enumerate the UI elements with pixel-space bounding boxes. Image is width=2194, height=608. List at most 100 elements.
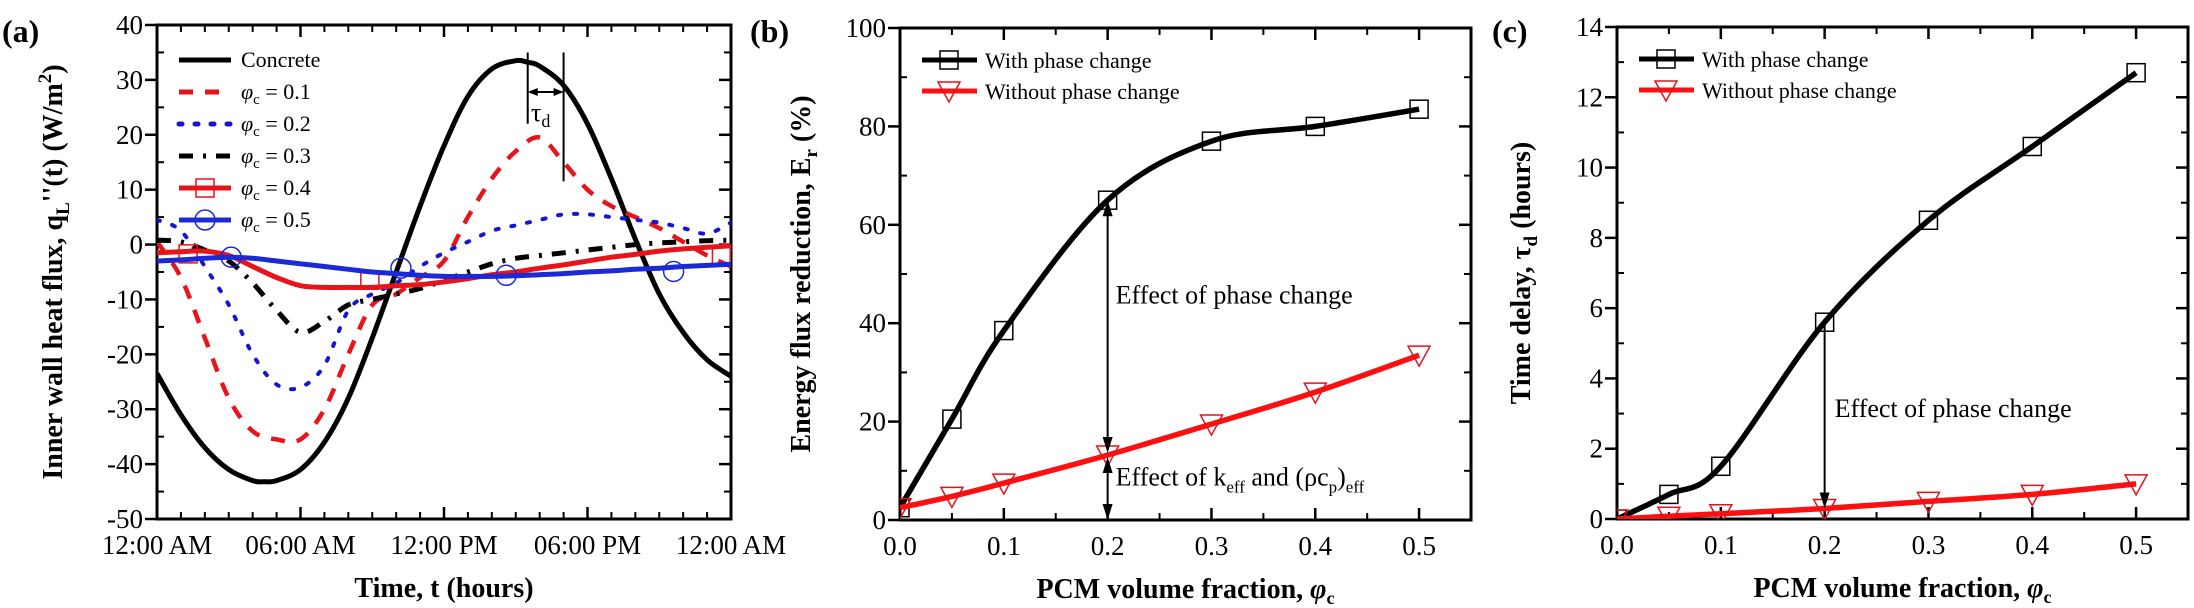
x-tick-label: 0.1 xyxy=(1704,530,1738,560)
x-tick-label: 0.2 xyxy=(1808,530,1842,560)
legend-symbol: φ xyxy=(241,207,253,232)
legend-value: = 0.2 xyxy=(260,111,311,136)
x-axis-title-text: PCM volume fraction, xyxy=(1753,573,2027,604)
x-axis-title-subscript: c xyxy=(1327,588,1335,608)
legend-marker xyxy=(195,178,215,198)
tau-arrow-head-left xyxy=(527,87,538,96)
y-tick-label: 12 xyxy=(1576,82,1603,112)
data-point-marker xyxy=(1305,116,1326,137)
series-line-1 xyxy=(900,106,1420,510)
annotation-keff-part: eff xyxy=(1346,478,1365,497)
x-tick-label: 06:00 PM xyxy=(534,530,641,560)
data-point-marker xyxy=(1918,210,1939,231)
data-point-marker xyxy=(994,320,1014,341)
y-tick-label: 20 xyxy=(116,120,143,150)
panel-label: (b) xyxy=(750,13,789,49)
legend-marker xyxy=(194,209,216,231)
y-axis-title-subscript: r xyxy=(801,149,822,158)
legend-subscript: c xyxy=(253,92,260,108)
data-point-marker xyxy=(495,264,517,287)
y-axis-title-main: Energy flux reduction, E xyxy=(786,158,817,453)
data-point-marker xyxy=(1303,382,1328,405)
legend-label: φc = 0.1 xyxy=(241,79,311,108)
x-tick-label: 0.4 xyxy=(1298,531,1332,561)
data-point-marker xyxy=(900,497,913,520)
legend-value: = 0.1 xyxy=(260,79,311,104)
x-tick-label: 0.0 xyxy=(1600,530,1634,560)
data-point-marker xyxy=(939,486,965,509)
legend-label: φc = 0.2 xyxy=(241,111,311,140)
data-point-marker xyxy=(1409,99,1429,119)
series-line-4 xyxy=(157,237,731,336)
y-axis-title-tail: ''(t) (W/m xyxy=(38,83,69,202)
data-point-marker xyxy=(2022,136,2043,157)
x-axis-title-symbol: φ xyxy=(1310,574,1326,605)
y-tick-label: -30 xyxy=(107,394,143,424)
arrow-head-down xyxy=(1102,504,1113,520)
legend-label: φc = 0.5 xyxy=(241,207,311,236)
legend-symbol: φ xyxy=(241,79,253,104)
data-point-marker xyxy=(220,246,242,268)
annotations: Effect of phase change xyxy=(1819,322,2072,509)
panel-label: (c) xyxy=(1492,13,1528,49)
y-tick-label: 10 xyxy=(116,175,143,205)
x-tick-label: 0.5 xyxy=(2119,530,2153,560)
legend-value: = 0.3 xyxy=(260,143,311,168)
y-tick-label: -40 xyxy=(107,449,143,479)
arrow-head-up xyxy=(1102,457,1113,474)
data-point-marker xyxy=(1916,491,1941,514)
data-area xyxy=(157,57,731,485)
y-tick-label: 0 xyxy=(1590,504,1604,534)
legend-label: φc = 0.3 xyxy=(241,143,311,172)
panel-c: (c) 0.0 0.1 0.2 0.3 0.4 0.5 0 2 4 6 8 10 12 14 PCM volu… xyxy=(1492,12,2190,607)
legend-marker xyxy=(936,81,962,104)
annotation-keff-part: and (ρc xyxy=(1245,463,1329,492)
y-tick-label: -10 xyxy=(107,284,143,314)
data-point-marker xyxy=(1406,345,1432,368)
arrow-head-down xyxy=(1102,437,1113,454)
legend-marker xyxy=(939,50,959,70)
y-tick-label: 40 xyxy=(859,308,886,338)
x-axis-title: PCM volume fraction, φc xyxy=(1036,574,1334,608)
annotation-phase-change: Effect of phase change xyxy=(1116,281,1353,310)
data-area xyxy=(1617,62,2149,519)
panel-label: (a) xyxy=(2,13,39,49)
y-axis-title-subscript: d xyxy=(1521,235,1542,246)
y-tick-label: 4 xyxy=(1590,363,1604,393)
data-point-marker xyxy=(2020,484,2045,507)
y-tick-label: -50 xyxy=(107,504,143,534)
x-axis-title: Time, t (hours) xyxy=(354,573,533,604)
y-tick-label: 2 xyxy=(1590,434,1604,464)
y-tick-label: 30 xyxy=(116,65,143,95)
annotation-keff-part: Effect of k xyxy=(1116,463,1227,492)
annotation-keff-part: eff xyxy=(1226,478,1245,497)
data-point-marker xyxy=(1708,503,1734,519)
legend-label: Concrete xyxy=(241,47,320,72)
series-line-1 xyxy=(157,57,731,485)
series-line-5 xyxy=(157,243,731,290)
data-point-marker xyxy=(1201,131,1222,151)
x-tick-label: 06:00 AM xyxy=(245,530,355,560)
x-tick-label: 0.5 xyxy=(1402,531,1436,561)
tau-arrow-head-right xyxy=(553,87,564,96)
x-axis-title-subscript: c xyxy=(2044,587,2052,607)
x-tick-label: 0.4 xyxy=(2015,530,2049,560)
y-tick-label: 40 xyxy=(116,10,143,40)
y-axis-title: Energy flux reduction, Er (%) xyxy=(786,95,822,452)
y-tick-label: 10 xyxy=(1576,153,1603,183)
x-tick-label: 0.0 xyxy=(883,531,917,561)
legend-value: = 0.4 xyxy=(260,175,311,200)
data-point-marker xyxy=(1199,414,1224,437)
y-axis-title-main: Time delay, τ xyxy=(1506,246,1537,404)
data-point-marker xyxy=(390,257,412,279)
y-axis-title-end: (%) xyxy=(786,95,817,149)
y-tick-label: 60 xyxy=(859,210,886,240)
y-axis-title-main: Inner wall heat flux, q xyxy=(38,214,69,479)
x-tick-label: 0.3 xyxy=(1195,531,1229,561)
annotation-keff: Effect of keff and (ρcp)eff xyxy=(1116,463,1365,497)
y-tick-label: 6 xyxy=(1590,293,1604,323)
legend-subscript: c xyxy=(253,156,260,172)
data-point-marker xyxy=(991,473,1017,496)
series-line-2 xyxy=(157,135,731,445)
